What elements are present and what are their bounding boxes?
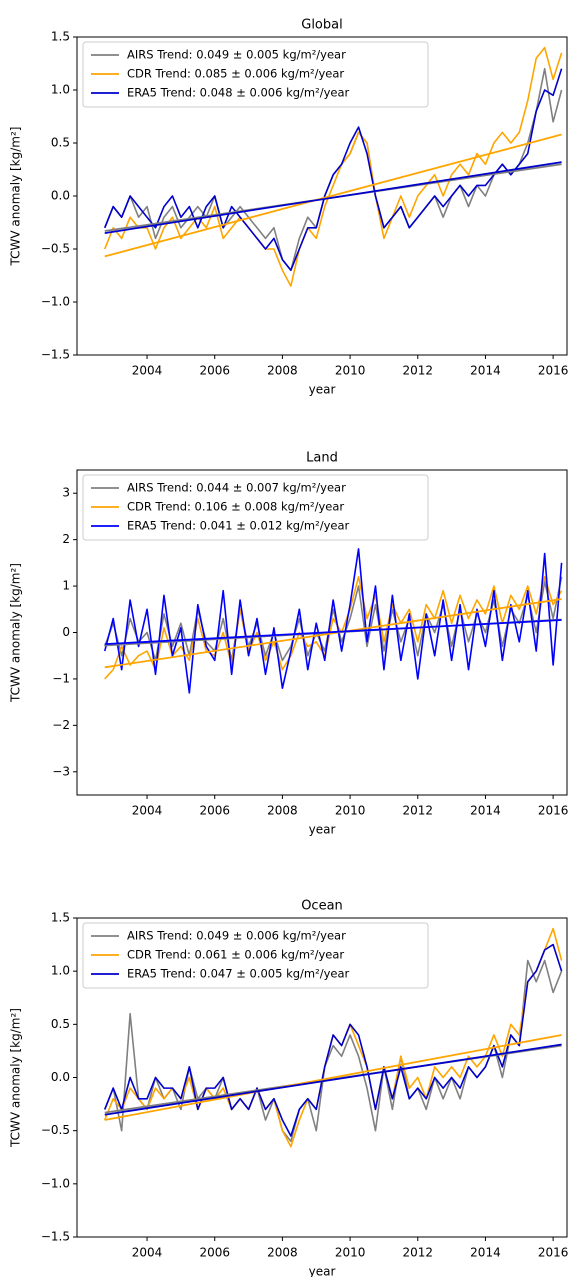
trend-line bbox=[104, 133, 562, 258]
trend-line bbox=[104, 1043, 562, 1116]
y-tick-label: 0.0 bbox=[51, 1070, 70, 1084]
x-tick-label: 2008 bbox=[267, 1246, 298, 1260]
y-tick-label: 1.0 bbox=[51, 964, 70, 978]
series-line bbox=[104, 575, 563, 680]
x-tick-label: 2008 bbox=[267, 804, 298, 818]
x-tick-label: 2012 bbox=[402, 1246, 433, 1260]
trend-line bbox=[104, 619, 562, 646]
chart-title: Global bbox=[301, 18, 342, 33]
subplot: Land TCWV anomaly [kg/m²] year −3 −2 −1 0 1 2 3 20… bbox=[9, 451, 569, 837]
subplot: Ocean TCWV anomaly [kg/m²] year −1.5 −1.0 −0.… bbox=[9, 899, 569, 1277]
x-tick-label: 2010 bbox=[335, 804, 366, 818]
y-axis-label: TCWV anomaly [kg/m²] bbox=[9, 127, 23, 267]
legend-label: AIRS Trend: 0.049 ± 0.005 kg/m²/year bbox=[127, 48, 346, 62]
x-tick-label: 2004 bbox=[132, 1246, 163, 1260]
x-tick-label: 2010 bbox=[335, 1246, 366, 1260]
x-tick-label: 2014 bbox=[470, 364, 501, 378]
y-tick-label: 0.5 bbox=[51, 1017, 70, 1031]
chart-title: Land bbox=[306, 451, 338, 466]
y-tick-label: −1.5 bbox=[41, 348, 70, 362]
y-tick-label: 3 bbox=[62, 486, 70, 500]
series-line bbox=[103, 576, 563, 662]
y-axis-label: TCWV anomaly [kg/m²] bbox=[9, 563, 23, 703]
x-tick-label: 2010 bbox=[335, 364, 366, 378]
legend-label: CDR Trend: 0.061 ± 0.006 kg/m²/year bbox=[127, 948, 344, 962]
x-tick-label: 2004 bbox=[132, 364, 163, 378]
legend-label: AIRS Trend: 0.049 ± 0.006 kg/m²/year bbox=[127, 929, 346, 943]
trend-line bbox=[104, 161, 562, 234]
x-tick-label: 2016 bbox=[538, 804, 569, 818]
x-axis-label: year bbox=[309, 383, 336, 397]
x-tick-label: 2014 bbox=[470, 804, 501, 818]
legend-label: AIRS Trend: 0.044 ± 0.007 kg/m²/year bbox=[127, 481, 346, 495]
x-tick-label: 2016 bbox=[538, 364, 569, 378]
y-tick-label: 1.5 bbox=[51, 30, 70, 44]
chart-title: Ocean bbox=[301, 899, 343, 914]
legend-box bbox=[82, 474, 429, 541]
series-line bbox=[104, 943, 563, 1137]
y-tick-label: −1 bbox=[52, 671, 70, 685]
legend-label: ERA5 Trend: 0.047 ± 0.005 kg/m²/year bbox=[127, 967, 350, 981]
y-tick-label: −1.0 bbox=[41, 1176, 70, 1190]
legend-box bbox=[82, 41, 429, 108]
x-axis-label: year bbox=[309, 1265, 336, 1277]
plot-frame bbox=[76, 917, 568, 1238]
x-tick-label: 2006 bbox=[199, 804, 230, 818]
x-tick-label: 2008 bbox=[267, 364, 298, 378]
x-tick-label: 2012 bbox=[402, 804, 433, 818]
y-tick-label: 0.5 bbox=[51, 136, 70, 150]
series-line bbox=[103, 548, 563, 694]
legend-label: CDR Trend: 0.106 ± 0.008 kg/m²/year bbox=[127, 500, 344, 514]
series-line bbox=[104, 68, 563, 271]
y-tick-label: 1.0 bbox=[51, 83, 70, 97]
trend-line bbox=[104, 1034, 562, 1121]
x-tick-label: 2012 bbox=[402, 364, 433, 378]
y-tick-label: −0.5 bbox=[41, 1123, 70, 1137]
plot-frame bbox=[76, 469, 568, 796]
y-tick-label: −1.5 bbox=[41, 1230, 70, 1244]
plot-frame bbox=[76, 36, 568, 356]
legend-label: CDR Trend: 0.085 ± 0.006 kg/m²/year bbox=[127, 67, 344, 81]
y-tick-label: −3 bbox=[52, 764, 70, 778]
legend-label: ERA5 Trend: 0.048 ± 0.006 kg/m²/year bbox=[127, 86, 350, 100]
trend-line bbox=[104, 598, 562, 669]
y-tick-label: −0.5 bbox=[41, 242, 70, 256]
x-tick-label: 2006 bbox=[199, 1246, 230, 1260]
y-tick-label: 0 bbox=[62, 625, 70, 639]
y-tick-label: −2 bbox=[52, 718, 70, 732]
y-tick-label: 0.0 bbox=[51, 189, 70, 203]
y-tick-label: −1.0 bbox=[41, 295, 70, 309]
x-axis-label: year bbox=[309, 823, 336, 837]
legend-box bbox=[82, 922, 429, 989]
y-tick-label: 2 bbox=[62, 532, 70, 546]
series-line bbox=[104, 46, 563, 287]
x-tick-label: 2004 bbox=[132, 804, 163, 818]
y-tick-label: 1 bbox=[62, 579, 70, 593]
y-axis-label: TCWV anomaly [kg/m²] bbox=[9, 1008, 23, 1148]
subplot: Global TCWV anomaly [kg/m²] year −1.5 −1.0 −0… bbox=[9, 18, 569, 397]
legend-label: ERA5 Trend: 0.041 ± 0.012 kg/m²/year bbox=[127, 519, 350, 533]
x-tick-label: 2006 bbox=[199, 364, 230, 378]
y-tick-label: 1.5 bbox=[51, 911, 70, 925]
x-tick-label: 2016 bbox=[538, 1246, 569, 1260]
x-tick-label: 2014 bbox=[470, 1246, 501, 1260]
